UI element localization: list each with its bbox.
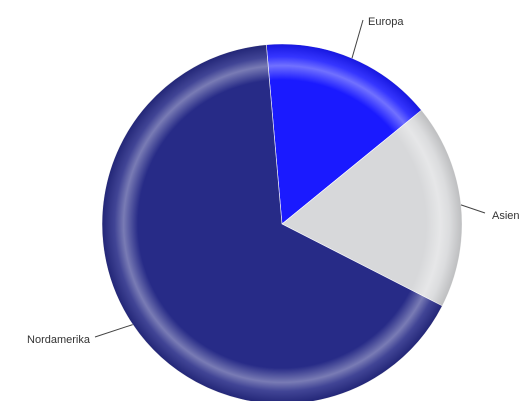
leader-line-europa [351,19,364,59]
pie-slices [101,43,463,401]
slice-label-asien: Asien [492,210,520,222]
leader-line-asien [460,204,486,214]
slice-label-europa: Europa [368,16,404,28]
slice-label-nordamerika: Nordamerika [27,334,91,346]
leader-line-nordamerika [94,324,133,338]
pie-labels: Europa Asien Nordamerika [27,16,520,346]
